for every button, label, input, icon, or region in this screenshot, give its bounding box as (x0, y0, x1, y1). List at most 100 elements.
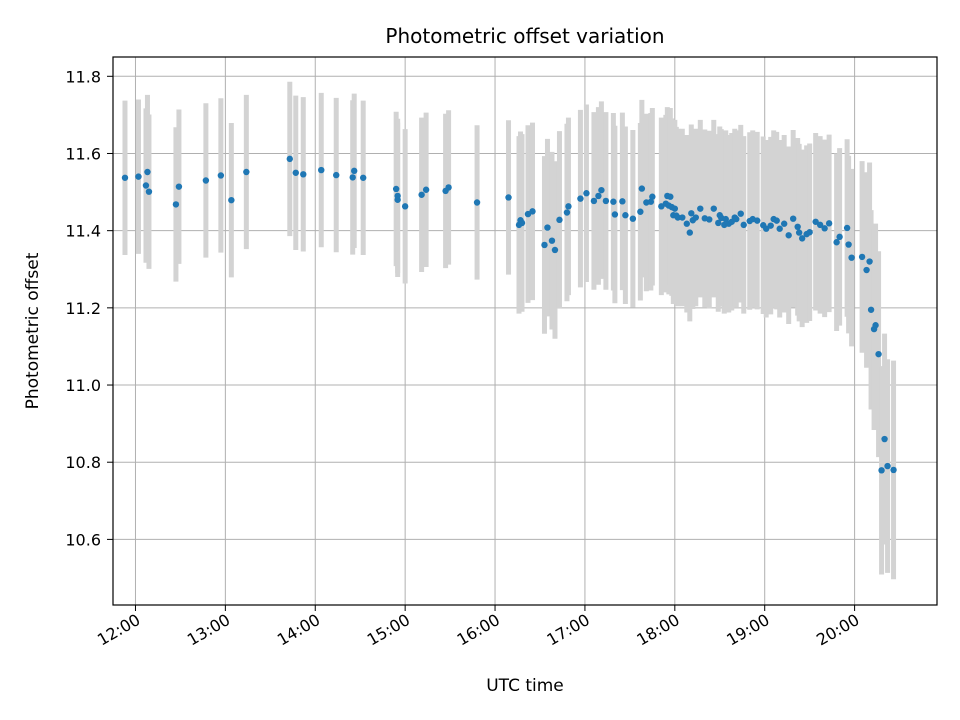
data-point (518, 219, 526, 227)
data-point (798, 235, 806, 242)
chart-title: Photometric offset variation (385, 24, 664, 48)
data-point (776, 225, 783, 232)
data-point (722, 215, 729, 223)
data-point (422, 186, 430, 193)
data-point (878, 467, 885, 474)
data-point (683, 220, 691, 227)
data-point (845, 241, 852, 248)
data-point (175, 183, 183, 190)
data-point (359, 174, 367, 181)
data-point (529, 208, 536, 215)
data-point (292, 169, 299, 176)
data-point (706, 216, 713, 223)
data-point (565, 203, 572, 210)
data-point (563, 209, 571, 216)
data-point (610, 198, 617, 205)
y-tick-label: 11.4 (65, 222, 101, 241)
data-point (647, 198, 655, 205)
data-point (318, 166, 325, 174)
data-point (890, 466, 897, 474)
data-point (789, 215, 797, 222)
data-point (590, 197, 598, 205)
data-point (674, 214, 682, 221)
data-point (392, 185, 400, 193)
data-point (228, 196, 235, 204)
data-point (671, 205, 679, 212)
y-tick-label: 11.8 (65, 67, 101, 86)
data-point (473, 199, 481, 206)
data-point (121, 174, 129, 181)
data-point (286, 155, 293, 163)
data-point (763, 225, 770, 232)
data-point (872, 322, 879, 329)
data-point (637, 208, 644, 215)
data-point (611, 211, 619, 218)
data-point (595, 192, 602, 200)
data-point (577, 195, 584, 202)
data-point (351, 167, 358, 175)
data-point (863, 266, 870, 274)
data-point (649, 193, 656, 200)
x-axis-title: UTC time (486, 676, 564, 696)
data-point (142, 182, 150, 189)
data-point (551, 246, 559, 254)
data-point (785, 232, 792, 239)
data-point (692, 214, 699, 221)
data-point (697, 205, 704, 212)
data-point (505, 194, 512, 201)
data-point (740, 221, 747, 229)
data-point (445, 184, 452, 191)
data-point (688, 210, 695, 217)
data-point (172, 201, 180, 208)
data-point (602, 197, 610, 205)
data-points (121, 155, 897, 474)
data-point (858, 253, 866, 261)
plot-area-frame (112, 56, 938, 606)
y-tick-label: 11.2 (65, 299, 101, 318)
data-point (843, 224, 851, 232)
data-point (767, 222, 774, 229)
data-point (679, 214, 686, 221)
data-point (806, 229, 813, 236)
data-point (733, 215, 740, 223)
data-point (144, 168, 151, 176)
data-point (401, 203, 409, 210)
y-tick-label: 10.6 (65, 530, 101, 549)
data-point (541, 241, 548, 249)
data-point (638, 185, 646, 192)
data-point (686, 229, 693, 236)
data-point (825, 220, 833, 227)
data-point (598, 186, 605, 194)
data-point (394, 196, 401, 203)
data-point (667, 193, 674, 200)
data-point (794, 223, 801, 231)
data-point (795, 229, 803, 236)
data-point (816, 221, 824, 229)
data-point (333, 171, 340, 179)
data-point (217, 172, 225, 179)
y-tick-label: 10.8 (65, 453, 101, 472)
y-axis-title: Photometric offset (23, 252, 43, 409)
data-point (884, 462, 891, 470)
data-point (754, 217, 761, 224)
y-tick-label: 11.0 (65, 376, 101, 395)
data-point (710, 205, 717, 212)
data-point (135, 173, 142, 180)
data-point (875, 350, 882, 358)
data-point (145, 188, 153, 195)
data-point (821, 225, 828, 232)
data-point (867, 306, 875, 313)
data-point (418, 191, 425, 198)
data-point (622, 212, 629, 219)
data-point (780, 220, 788, 227)
data-point (202, 177, 210, 184)
data-point (812, 218, 819, 225)
data-point (583, 190, 590, 197)
data-point (300, 171, 307, 178)
data-point (881, 435, 888, 443)
data-point (544, 224, 551, 231)
data-point (619, 198, 626, 205)
data-point (848, 254, 855, 261)
